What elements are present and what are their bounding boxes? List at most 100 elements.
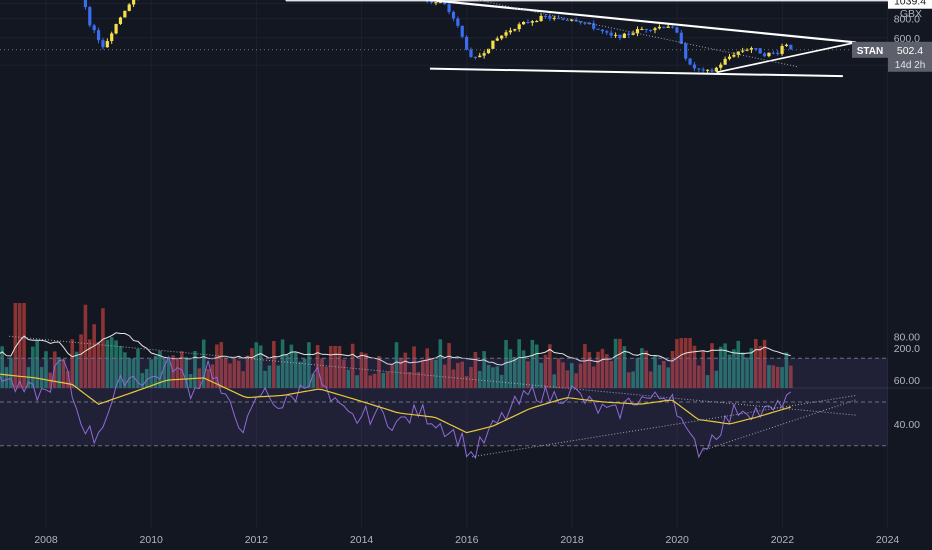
volume-bar bbox=[52, 351, 57, 388]
volume-bar bbox=[61, 359, 66, 388]
volume-bar bbox=[574, 373, 578, 388]
ticker-text: STAN bbox=[857, 46, 883, 57]
volume-bar bbox=[513, 356, 517, 388]
volume-bar bbox=[434, 359, 438, 388]
volume-bar bbox=[403, 352, 408, 388]
volume-bar bbox=[250, 348, 254, 388]
volume-bar bbox=[486, 364, 491, 388]
volume-bar bbox=[548, 344, 552, 388]
candle-body bbox=[758, 48, 762, 54]
volume-bar bbox=[552, 374, 557, 388]
volume-bar bbox=[591, 366, 596, 388]
volume-bar bbox=[460, 361, 465, 388]
candle-body bbox=[675, 27, 679, 33]
volume-bar bbox=[653, 354, 657, 388]
volume-bar bbox=[22, 303, 26, 388]
candle-body bbox=[456, 18, 460, 26]
candle-body bbox=[557, 17, 561, 19]
candle-body bbox=[118, 17, 123, 24]
volume-bar bbox=[692, 345, 697, 388]
candle-body bbox=[732, 54, 736, 57]
volume-bar bbox=[92, 324, 96, 388]
volume-bar bbox=[118, 345, 123, 388]
candle-body bbox=[762, 53, 767, 57]
candle-body bbox=[101, 40, 105, 48]
volume-bar bbox=[749, 348, 754, 388]
volume-bar bbox=[429, 359, 434, 388]
volume-bar bbox=[456, 362, 460, 388]
volume-bar bbox=[556, 358, 561, 388]
volume-bar bbox=[79, 334, 83, 388]
volume-bar bbox=[477, 370, 482, 388]
volume-bar bbox=[758, 345, 762, 388]
level-box bbox=[888, 0, 932, 9]
candle-body bbox=[578, 21, 583, 23]
volume-bar bbox=[767, 364, 771, 388]
volume-bar bbox=[381, 372, 386, 388]
candle-body bbox=[649, 30, 653, 32]
volume-bar bbox=[613, 338, 618, 388]
volume-bar bbox=[245, 355, 250, 388]
candle-body bbox=[473, 56, 477, 58]
candle-body bbox=[447, 4, 451, 12]
volume-bar bbox=[657, 364, 662, 388]
volume-bar bbox=[9, 357, 13, 388]
volume-bar bbox=[635, 358, 640, 388]
volume-bar bbox=[675, 339, 679, 388]
volume-bar bbox=[780, 367, 784, 388]
candle-body bbox=[644, 29, 648, 31]
volume-bar bbox=[775, 366, 780, 388]
candle-body bbox=[535, 21, 539, 23]
candle-body bbox=[736, 51, 740, 55]
volume-bar bbox=[385, 371, 390, 388]
candle-body bbox=[508, 30, 513, 33]
year-tick-label: 2022 bbox=[771, 534, 795, 546]
volume-bar bbox=[136, 348, 140, 388]
candle-body bbox=[653, 28, 657, 31]
candle-body bbox=[776, 52, 780, 54]
volume-bar bbox=[723, 343, 727, 388]
volume-bar bbox=[517, 339, 521, 388]
candle-body bbox=[521, 21, 526, 25]
volume-bar bbox=[447, 343, 451, 388]
candle-body bbox=[727, 56, 732, 59]
volume-bar bbox=[600, 348, 605, 388]
volume-bar bbox=[87, 339, 92, 388]
volume-bar bbox=[561, 362, 565, 388]
volume-bar bbox=[569, 363, 574, 388]
volume-bar bbox=[473, 351, 478, 388]
volume-bar bbox=[425, 348, 429, 388]
volume-bar bbox=[543, 354, 548, 388]
candle-body bbox=[771, 52, 775, 54]
volume-bars bbox=[0, 303, 793, 388]
candle-body bbox=[697, 68, 701, 70]
ticker-badge bbox=[852, 41, 888, 58]
candle-body bbox=[543, 15, 548, 17]
candle-body bbox=[504, 32, 508, 36]
candle-body bbox=[561, 18, 565, 20]
volume-bar bbox=[258, 345, 263, 388]
candle-body bbox=[565, 19, 569, 21]
candle-body bbox=[666, 26, 670, 28]
volume-bar bbox=[631, 371, 635, 388]
volume-bar bbox=[346, 369, 351, 388]
candle-body bbox=[110, 33, 114, 42]
currency-label: GBX bbox=[900, 8, 922, 20]
volume-bar bbox=[372, 373, 377, 388]
volume-bar bbox=[626, 372, 631, 388]
volume-bar bbox=[66, 370, 70, 388]
candle-body bbox=[701, 69, 705, 71]
volume-bar bbox=[162, 358, 167, 388]
candle-body bbox=[482, 53, 486, 56]
volume-bar bbox=[688, 338, 692, 388]
year-tick-label: 2024 bbox=[876, 534, 900, 546]
volume-bar bbox=[324, 366, 329, 388]
volume-bar bbox=[166, 357, 171, 388]
candle-body bbox=[714, 67, 718, 72]
candle-body bbox=[754, 48, 758, 50]
candle-body bbox=[552, 17, 556, 19]
candle-body bbox=[530, 21, 534, 23]
trendline-rising bbox=[716, 41, 857, 74]
volume-bar bbox=[215, 344, 219, 388]
